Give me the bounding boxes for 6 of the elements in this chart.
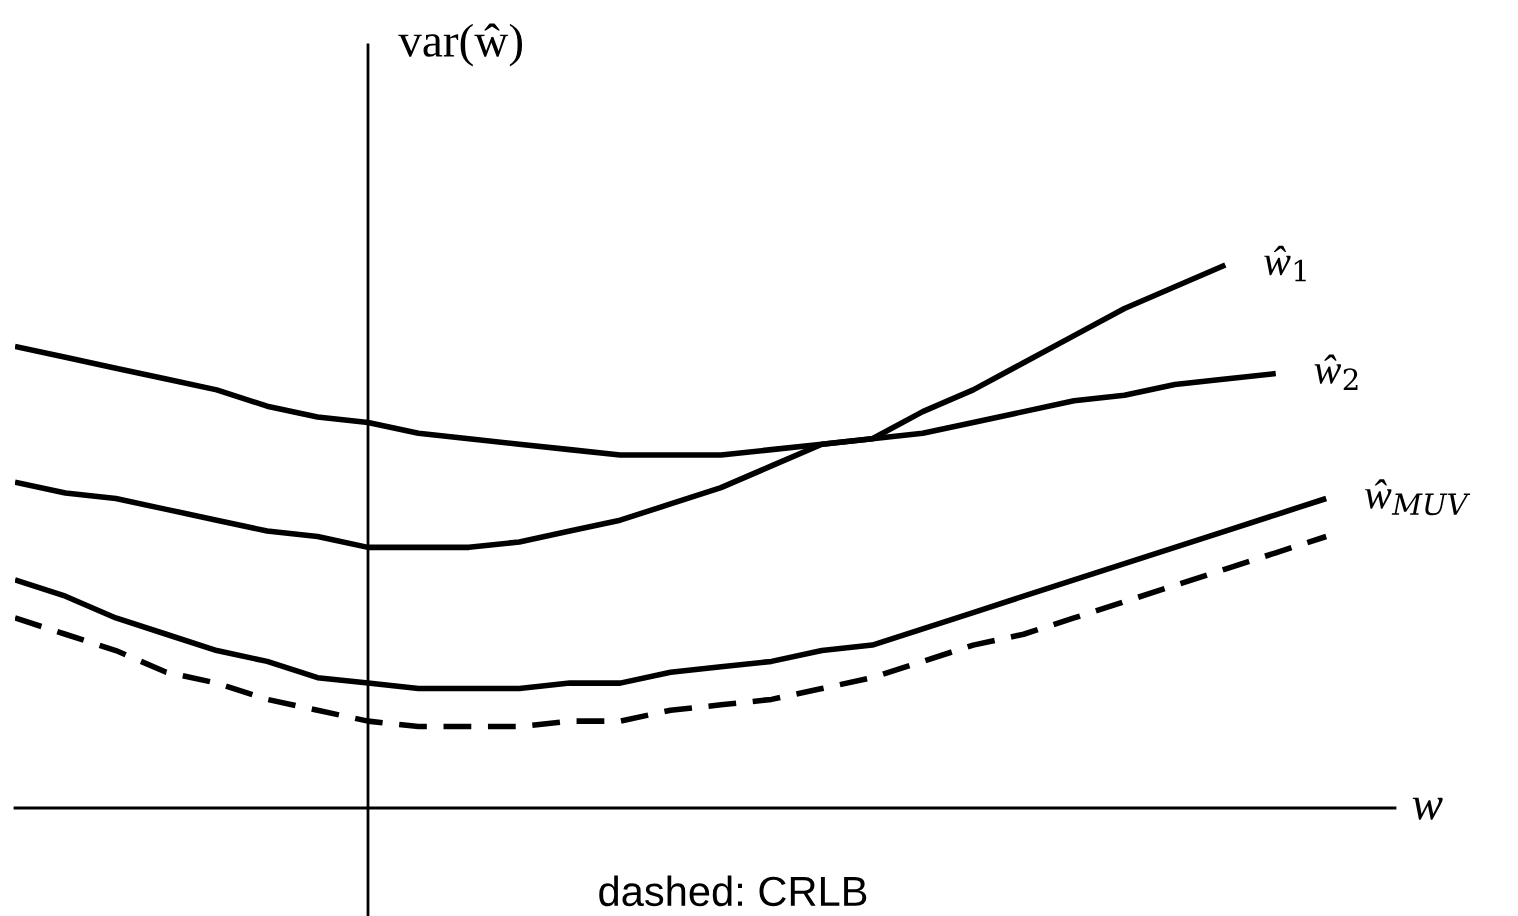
series-label: ŵ$_{MUV}$: [1365, 479, 1471, 516]
text: dashed: CRLB: [599, 875, 867, 907]
series-label: ŵ$_{2}$: [1314, 354, 1358, 390]
series-label: ŵ$_{1}$: [1264, 245, 1306, 282]
x-axis-title: w: [1412, 797, 1443, 820]
y-axis-title: var(ŵ): [398, 23, 523, 67]
